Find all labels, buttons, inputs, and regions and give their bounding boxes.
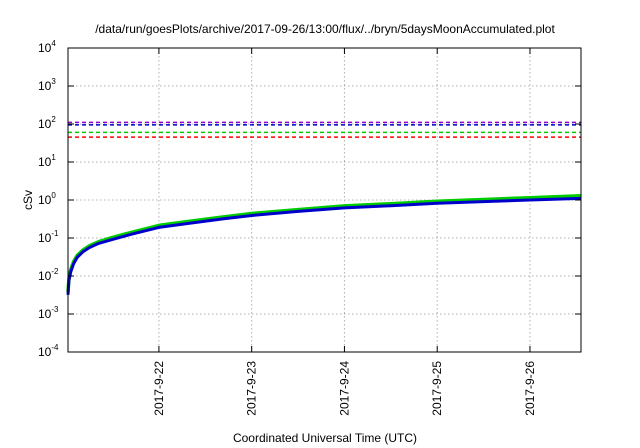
y-tick-label: 103 [38,77,56,93]
series-line [66,196,582,295]
y-tick-label: 104 [38,39,56,55]
x-tick-label: 2017-9-22 [152,361,166,416]
x-axis-label: Coordinated Universal Time (UTC) [233,431,417,445]
x-tick-label: 2017-9-24 [337,361,351,416]
y-tick-label: 102 [38,115,56,131]
y-tick-label: 100 [38,191,56,207]
y-tick-label: 10-2 [38,267,59,283]
x-axis-ticks: 2017-9-22 2017-9-23 2017-9-24 2017-9-25 2017… [152,48,537,416]
grid [68,48,581,352]
y-axis-ticks: 10-4 10-3 10-2 10-1 100 101 102 103 104 [38,39,581,359]
chart-title: /data/run/goesPlots/archive/2017-09-26/1… [95,22,555,36]
x-tick-label: 2017-9-26 [523,361,537,416]
y-axis-label: cSv [21,190,35,210]
y-tick-label: 101 [38,153,56,169]
reference-lines [68,121,581,138]
x-tick-label: 2017-9-23 [245,361,259,416]
x-tick-label: 2017-9-25 [430,361,444,416]
y-tick-label: 10-4 [38,343,59,359]
y-tick-label: 10-3 [38,305,59,321]
y-tick-label: 10-1 [38,229,59,245]
series-lines [66,193,582,295]
